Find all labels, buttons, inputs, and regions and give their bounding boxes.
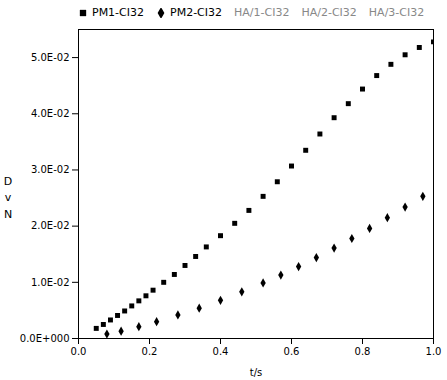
svg-text:0.0: 0.0 xyxy=(71,346,87,357)
svg-text:0.8: 0.8 xyxy=(355,346,371,357)
html-text:D v N: D v N xyxy=(3,174,13,221)
svg-text:t/s: t/s xyxy=(250,367,263,378)
svg-text:4.0E-02: 4.0E-02 xyxy=(31,108,70,119)
svg-text:2.0E-02: 2.0E-02 xyxy=(31,220,70,231)
html-text:HA/1-CI32: HA/1-CI32 xyxy=(234,6,290,19)
svg-text:1.0E-02: 1.0E-02 xyxy=(31,277,70,288)
html-text:HA/2-CI32: HA/2-CI32 xyxy=(301,6,357,19)
svg-text:5.0E-02: 5.0E-02 xyxy=(31,52,70,63)
svg-text:0.6: 0.6 xyxy=(284,346,300,357)
html-text:PM2-CI32: PM2-CI32 xyxy=(170,6,222,19)
svg-text:1.0: 1.0 xyxy=(426,346,442,357)
svg-text:3.0E-02: 3.0E-02 xyxy=(31,164,70,175)
svg-text:0.0E+000: 0.0E+000 xyxy=(20,333,70,344)
svg-text:0.4: 0.4 xyxy=(213,346,229,357)
svg-text:0.2: 0.2 xyxy=(142,346,158,357)
html-text:HA/3-CI32: HA/3-CI32 xyxy=(368,6,425,19)
html-text:PM1-CI32: PM1-CI32 xyxy=(92,6,144,19)
